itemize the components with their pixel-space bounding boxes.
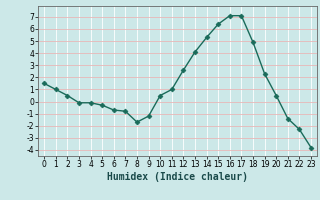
X-axis label: Humidex (Indice chaleur): Humidex (Indice chaleur) <box>107 172 248 182</box>
